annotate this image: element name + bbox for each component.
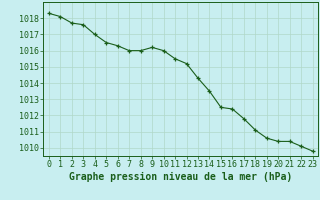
X-axis label: Graphe pression niveau de la mer (hPa): Graphe pression niveau de la mer (hPa) — [69, 172, 292, 182]
